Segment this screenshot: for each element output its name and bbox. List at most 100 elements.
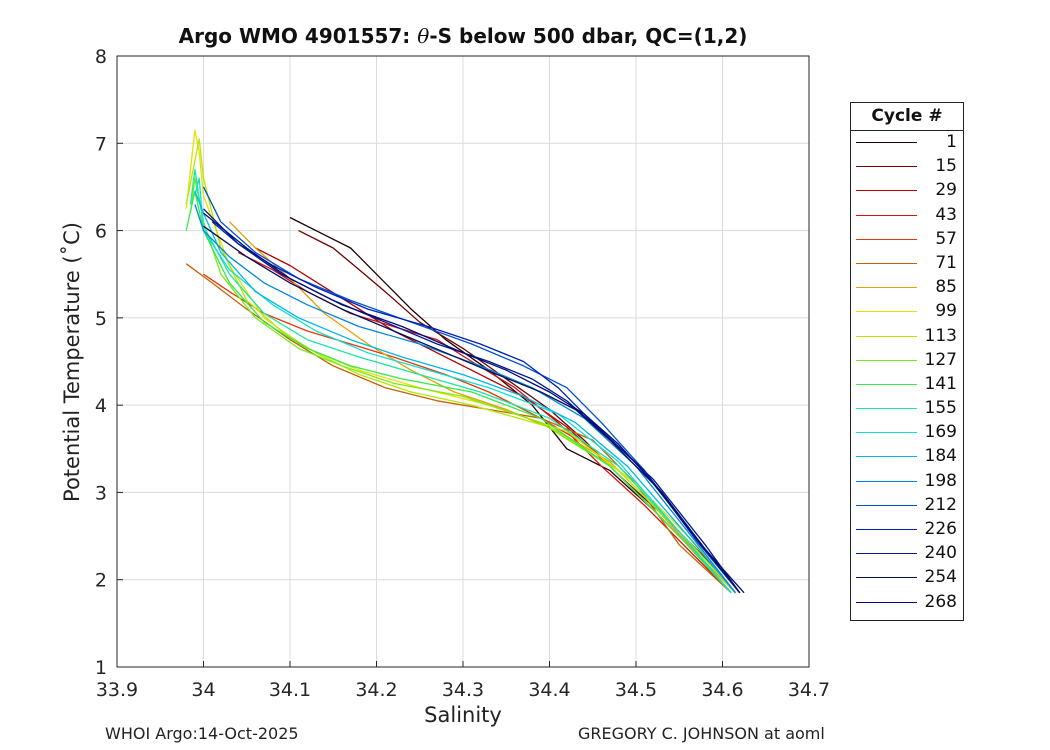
legend-label: 57	[935, 228, 957, 249]
x-tick-label: 34.3	[442, 679, 484, 701]
legend-swatch	[856, 238, 917, 240]
legend-label: 113	[924, 325, 957, 346]
legend-entry: 198	[851, 470, 963, 494]
legend-label: 127	[924, 349, 957, 370]
legend-entry: 15	[851, 155, 963, 179]
legend-label: 268	[924, 591, 957, 612]
legend-swatch	[856, 577, 917, 579]
legend-swatch	[856, 601, 917, 603]
legend-title: Cycle #	[851, 103, 963, 131]
legend-label: 240	[924, 543, 957, 564]
series-line-cycle-15	[298, 230, 736, 594]
legend-swatch	[856, 504, 917, 506]
legend-entry: 240	[851, 542, 963, 566]
legend-entry: 127	[851, 349, 963, 373]
series-line-cycle-85	[229, 221, 736, 594]
footer-credit: WHOI Argo:14-Oct-2025	[105, 724, 299, 743]
legend-entry: 268	[851, 591, 963, 615]
legend-swatch	[856, 359, 917, 361]
legend-swatch	[856, 190, 917, 192]
y-tick-label: 7	[95, 133, 107, 155]
series-line-cycle-240	[203, 208, 741, 594]
legend-label: 85	[935, 277, 957, 298]
chart-title: Argo WMO 4901557: θ-S below 500 dbar, QC…	[178, 24, 748, 48]
legend-entry: 113	[851, 325, 963, 349]
legend-swatch	[856, 408, 917, 410]
legend-label: 43	[935, 204, 957, 225]
y-tick-label: 6	[95, 221, 107, 243]
series-line-cycle-113	[185, 138, 736, 594]
series-line-cycle-57	[203, 273, 732, 594]
legend-entry: 254	[851, 566, 963, 590]
legend-entry: 1	[851, 131, 963, 155]
series-line-cycle-127	[189, 177, 732, 594]
legend-items: 1 15 29 43 57 71 85 99 113 127 141 155 169 184 198 212 2…	[851, 131, 963, 615]
series-group	[185, 129, 745, 594]
y-axis-label: Potential Temperature (˚C)	[60, 222, 84, 502]
legend-label: 29	[935, 180, 957, 201]
legend-label: 155	[924, 398, 957, 419]
legend-swatch	[856, 383, 917, 385]
x-tick-label: 34	[191, 679, 215, 701]
legend-label: 212	[924, 494, 957, 515]
legend-entry: 71	[851, 252, 963, 276]
legend-entry: 212	[851, 494, 963, 518]
x-tick-label: 34.4	[528, 679, 570, 701]
legend-entry: 29	[851, 179, 963, 203]
legend-label: 226	[924, 519, 957, 539]
x-axis-label: Salinity	[424, 703, 502, 727]
legend-swatch	[856, 480, 917, 482]
legend-entry: 85	[851, 276, 963, 300]
legend-label: 1	[946, 132, 957, 152]
legend-label: 99	[935, 301, 957, 322]
legend-swatch	[856, 335, 917, 337]
x-tick-label: 34.1	[269, 679, 311, 701]
legend-swatch	[856, 529, 917, 530]
footer-author: GREGORY C. JOHNSON at aoml	[578, 724, 825, 743]
x-tick-label: 34.6	[701, 679, 743, 701]
legend-label: 254	[924, 567, 957, 588]
legend-swatch	[856, 214, 917, 216]
series-line-cycle-99	[185, 129, 737, 594]
legend-swatch	[856, 142, 917, 143]
y-tick-label: 8	[95, 46, 107, 68]
series-line-cycle-254	[203, 225, 741, 594]
series-line-cycle-268	[203, 212, 745, 594]
legend: Cycle # 1 15 29 43 57 71 85 99 113 127 141 155 169 18…	[850, 102, 964, 621]
series-line-cycle-184	[194, 191, 736, 594]
series-line-cycle-71	[185, 263, 732, 594]
x-axis-ticks: 33.9 34 34.1 34.2 34.3 34.4 34.5 34.6 34.7	[96, 661, 830, 701]
legend-entry: 169	[851, 421, 963, 445]
grid	[117, 56, 809, 667]
legend-entry: 155	[851, 397, 963, 421]
legend-entry: 141	[851, 373, 963, 397]
y-tick-label: 2	[95, 570, 107, 592]
x-tick-label: 34.2	[355, 679, 397, 701]
series-line-cycle-43	[237, 251, 732, 594]
legend-swatch	[856, 553, 917, 555]
legend-swatch	[856, 262, 917, 264]
legend-entry: 43	[851, 204, 963, 228]
legend-swatch	[856, 166, 917, 168]
legend-entry: 57	[851, 228, 963, 252]
legend-swatch	[856, 311, 917, 313]
legend-swatch	[856, 432, 917, 434]
y-axis-ticks: 1 2 3 4 5 6 7 8	[95, 46, 123, 679]
legend-label: 184	[924, 446, 957, 467]
x-tick-label: 34.5	[615, 679, 657, 701]
x-tick-label: 33.9	[96, 679, 138, 701]
legend-label: 141	[924, 373, 957, 394]
y-tick-label: 4	[95, 395, 107, 417]
legend-swatch	[856, 456, 917, 458]
series-line-cycle-141	[185, 190, 732, 594]
legend-entry: 184	[851, 445, 963, 469]
legend-entry: 99	[851, 300, 963, 324]
y-tick-label: 1	[95, 657, 107, 679]
legend-entry: 226	[851, 518, 963, 542]
series-line-cycle-29	[255, 247, 732, 594]
x-tick-label: 34.7	[788, 679, 830, 701]
legend-label: 198	[924, 470, 957, 491]
legend-swatch	[856, 287, 917, 289]
y-tick-label: 5	[95, 308, 107, 330]
